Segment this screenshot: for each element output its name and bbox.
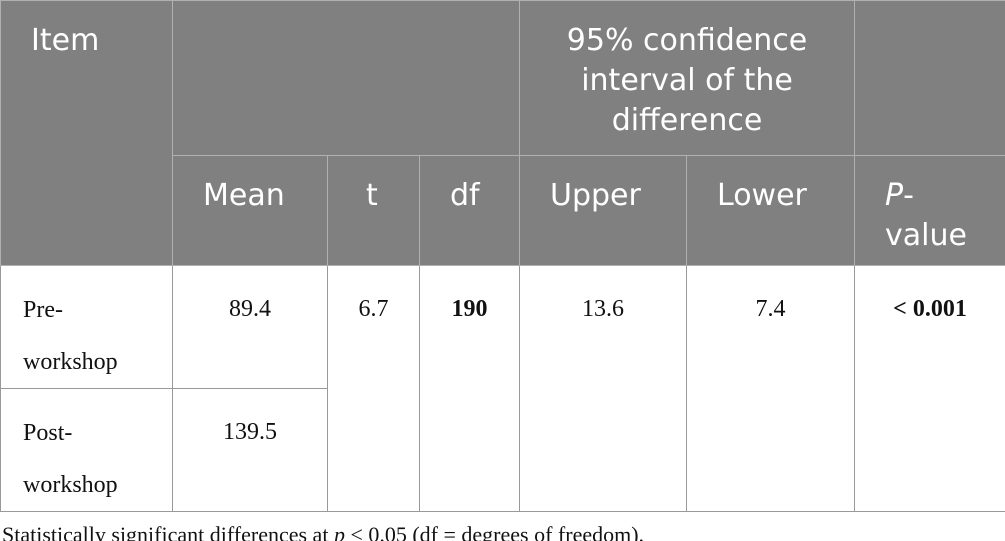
footnote-text: p — [333, 522, 345, 541]
header-text: Upper — [550, 178, 641, 213]
header-text: Mean — [203, 178, 285, 213]
header-cell: Item — [0, 0, 173, 266]
header-cell: P-value — [854, 155, 1005, 266]
cell-text: 13.6 — [582, 296, 625, 322]
header-cell: Mean — [172, 155, 328, 266]
cell: 89.4 — [172, 265, 328, 389]
cell-text: < 0.001 — [893, 296, 967, 322]
header-text: df — [450, 178, 480, 213]
header-cell — [171, 0, 521, 156]
header-text: P — [885, 178, 904, 213]
footnote-text: < 0.05 (df = degrees of freedom). — [344, 522, 645, 541]
cell-text: 190 — [451, 296, 488, 322]
cell-text: 7.4 — [755, 296, 786, 322]
cell: 139.5 — [172, 388, 328, 512]
cell: 7.4 — [686, 265, 856, 512]
header-text: -value — [885, 178, 967, 253]
cell-text: 139.5 — [223, 419, 277, 445]
cell-text: 6.7 — [358, 296, 389, 322]
cell: Pre-workshop — [0, 265, 173, 389]
header-text: Item — [31, 23, 100, 58]
cell: 6.7 — [327, 265, 420, 512]
cell-text: Post-workshop — [23, 420, 118, 498]
header-text: P-value — [885, 176, 975, 256]
header-text: Lower — [717, 178, 807, 213]
cell-text: Pre-workshop — [23, 297, 118, 375]
header-cell: 95% confidence interval of the differenc… — [519, 0, 856, 156]
cell: < 0.001 — [854, 265, 1005, 512]
footnote-text: Statistically significant differences at — [2, 522, 334, 541]
header-cell: t — [327, 155, 420, 266]
results-table: Item 95% confidence interval of the diff… — [0, 0, 1005, 512]
header-cell: df — [418, 155, 521, 266]
cell: 13.6 — [519, 265, 688, 512]
header-cell — [854, 0, 1005, 156]
header-cell: Lower — [686, 155, 856, 266]
header-text: 95% confidence interval of the differenc… — [566, 23, 808, 138]
footnote: Statistically significant differences at… — [2, 522, 1005, 541]
header-cell: Upper — [519, 155, 688, 266]
header-text: t — [366, 178, 378, 213]
cell: 190 — [418, 265, 521, 512]
cell-text: 89.4 — [229, 296, 271, 322]
cell: Post-workshop — [0, 388, 173, 512]
